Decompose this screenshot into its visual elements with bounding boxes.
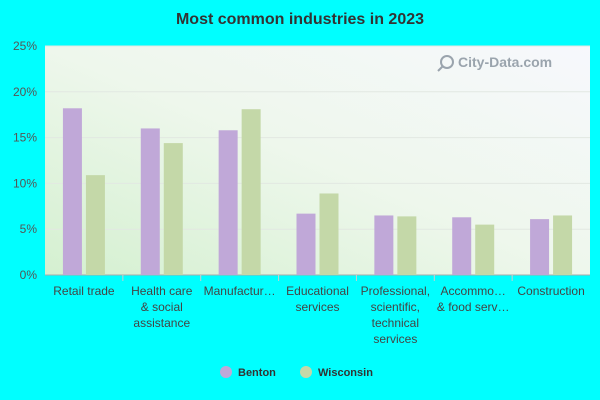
bar-wisconsin[interactable] bbox=[475, 224, 495, 275]
bar-benton[interactable] bbox=[296, 213, 316, 275]
plot-background bbox=[45, 46, 590, 275]
y-tick-label: 15% bbox=[13, 131, 37, 145]
bar-wisconsin[interactable] bbox=[397, 216, 417, 275]
bar-benton[interactable] bbox=[218, 130, 238, 275]
legend-swatch-benton bbox=[220, 366, 232, 378]
watermark: City-Data.com bbox=[437, 54, 552, 72]
y-tick-label: 20% bbox=[13, 85, 37, 99]
bar-benton[interactable] bbox=[530, 219, 550, 275]
bar-wisconsin[interactable] bbox=[241, 109, 261, 275]
watermark-text: City-Data.com bbox=[458, 54, 552, 70]
bar-wisconsin[interactable] bbox=[85, 175, 105, 275]
legend-label-wisconsin: Wisconsin bbox=[318, 367, 373, 379]
bar-wisconsin[interactable] bbox=[163, 143, 183, 275]
x-category-label: Accommo… & food serv… bbox=[437, 284, 510, 314]
chart-title: Most common industries in 2023 bbox=[176, 11, 424, 28]
bar-wisconsin[interactable] bbox=[319, 193, 339, 275]
x-category-label: Health care & social assistance bbox=[131, 284, 193, 330]
y-tick-label: 25% bbox=[13, 39, 37, 53]
bar-benton[interactable] bbox=[62, 108, 82, 276]
y-tick-label: 5% bbox=[20, 222, 38, 236]
y-tick-label: 10% bbox=[13, 176, 37, 190]
y-tick-label: 0% bbox=[20, 268, 38, 282]
bar-benton[interactable] bbox=[140, 128, 160, 275]
bar-benton[interactable] bbox=[452, 217, 472, 275]
legend-swatch-wisconsin bbox=[300, 366, 312, 378]
watermark-magnifier-icon bbox=[440, 55, 454, 69]
bar-wisconsin[interactable] bbox=[553, 215, 573, 275]
legend-label-benton: Benton bbox=[238, 367, 276, 379]
bar-benton[interactable] bbox=[374, 215, 394, 275]
x-category-label: Retail trade bbox=[53, 284, 115, 298]
x-category-label: Manufactur… bbox=[204, 284, 276, 298]
watermark-magnifier-handle bbox=[437, 65, 444, 72]
x-category-label: Professional, scientific, technical service… bbox=[361, 284, 430, 346]
x-category-label: Educational services bbox=[286, 284, 349, 314]
x-category-label: Construction bbox=[517, 284, 584, 298]
